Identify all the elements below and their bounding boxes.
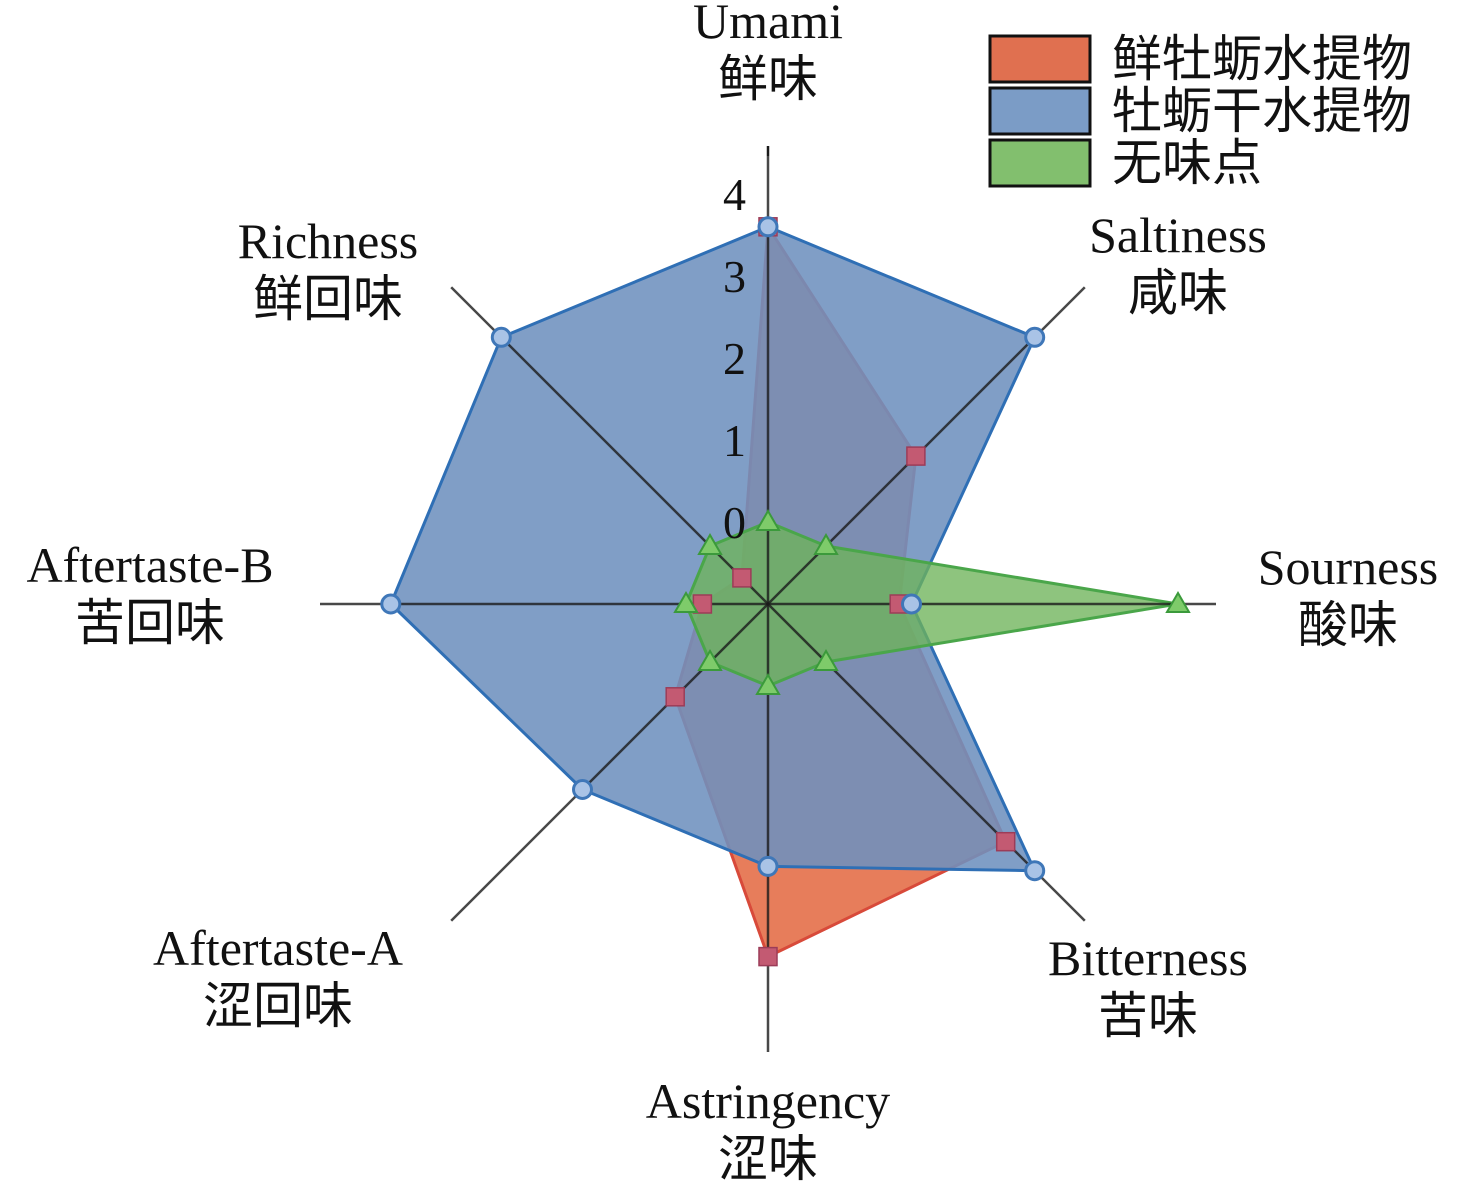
- legend-label-1: 鲜牡蛎水提物: [1112, 31, 1412, 87]
- axis-label-en-sourness: Sourness: [1258, 539, 1439, 595]
- axis-label-en-aftertaste-a: Aftertaste-A: [153, 920, 403, 976]
- tick-label-2: 2: [723, 333, 746, 384]
- tick-label-3: 3: [723, 251, 746, 302]
- radial-tick-labels: 0 1 2 3 4: [723, 169, 746, 548]
- axis-label-en-richness: Richness: [238, 213, 419, 269]
- marker-s1-aftertaste-a: [665, 687, 685, 707]
- marker-s2-aftertaste-b: [380, 593, 402, 615]
- marker-s3-aftertaste-a: [697, 649, 723, 671]
- marker-s2-saltiness: [1024, 326, 1046, 348]
- marker-s2-sourness: [901, 593, 922, 615]
- marker-s1-richness: [732, 568, 752, 588]
- legend-swatch-3: [988, 138, 1092, 188]
- legend-swatch-2: [988, 86, 1092, 136]
- marker-s1-saltiness: [906, 446, 926, 466]
- marker-s2-aftertaste-a: [572, 779, 593, 800]
- tick-label-4: 4: [723, 169, 746, 220]
- marker-s3-saltiness: [813, 533, 839, 555]
- legend-label-3: 无味点: [1112, 135, 1262, 191]
- axis-label-en-aftertaste-b: Aftertaste-B: [26, 537, 273, 593]
- axis-label-en-bitterness: Bitterness: [1048, 930, 1248, 986]
- tick-label-1: 1: [723, 415, 746, 466]
- marker-s3-richness: [697, 533, 723, 555]
- axis-label-zh-umami: 鲜味: [718, 51, 818, 107]
- marker-s1-bitterness: [995, 831, 1016, 852]
- marker-s2-bitterness: [1024, 860, 1046, 882]
- marker-s2-astringency: [757, 855, 779, 877]
- axis-label-zh-saltiness: 咸味: [1128, 265, 1228, 321]
- axis-label-en-astringency: Astringency: [646, 1073, 890, 1129]
- axis-label-zh-aftertaste-a: 涩回味: [203, 978, 353, 1034]
- marker-s1-astringency: [758, 946, 778, 967]
- marker-s2-richness: [490, 326, 512, 348]
- marker-s2-umami: [757, 216, 779, 238]
- marker-s3-astringency: [755, 673, 781, 695]
- axis-label-zh-astringency: 涩味: [718, 1131, 818, 1187]
- axis-label-en-saltiness: Saltiness: [1089, 207, 1267, 263]
- legend-label-2: 牡蛎干水提物: [1112, 83, 1412, 139]
- series-markers: [380, 216, 1191, 967]
- axis-spoke-aftertaste-a: [450, 603, 769, 922]
- axis-label-zh-sourness: 酸味: [1298, 597, 1398, 653]
- axis-label-zh-aftertaste-b: 苦回味: [75, 595, 225, 651]
- legend-swatch-1: [988, 34, 1092, 84]
- marker-s3-umami: [755, 509, 781, 531]
- tick-label-0: 0: [723, 497, 746, 548]
- marker-s3-sourness: [1165, 591, 1191, 613]
- axis-label-zh-bitterness: 苦味: [1098, 988, 1198, 1044]
- axis-label-en-umami: Umami: [693, 0, 843, 49]
- marker-s3-aftertaste-b: [673, 591, 699, 613]
- marker-s3-bitterness: [813, 649, 839, 671]
- axis-label-zh-richness: 鲜回味: [253, 271, 403, 327]
